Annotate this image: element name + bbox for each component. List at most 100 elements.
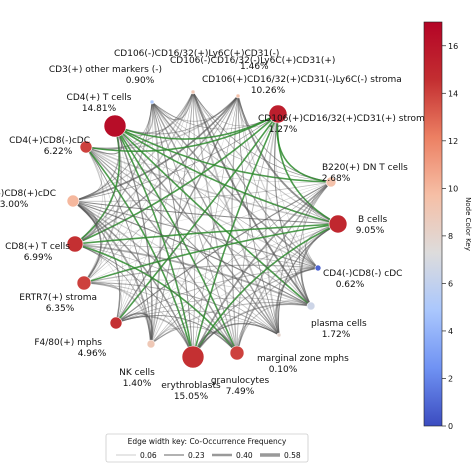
colorbar-tick-label: 0: [448, 422, 453, 431]
edge: [83, 91, 194, 284]
edge: [115, 223, 339, 324]
node-pct-nk: 1.40%: [123, 379, 152, 389]
edge: [151, 101, 312, 307]
edge: [275, 267, 319, 336]
node-cd106stroma[interactable]: [235, 93, 241, 99]
edge: [192, 91, 238, 354]
edge: [150, 301, 312, 345]
node-pct-cd106stroma: 10.26%: [251, 86, 286, 96]
edge: [192, 181, 332, 358]
node-cd3other[interactable]: [149, 99, 155, 105]
node-label-mz: marginal zone mphs: [257, 354, 349, 364]
edge: [72, 200, 121, 324]
node-pct-erythro: 15.05%: [174, 392, 209, 402]
node-pct-ertr7: 6.35%: [46, 304, 75, 314]
node-pct-cd106pos: 1.27%: [269, 125, 298, 135]
edge: [294, 267, 319, 307]
node-cd4cd8cdc[interactable]: [79, 140, 93, 154]
legend-items: 0.06 0.23 0.40 0.58: [116, 451, 301, 460]
node-label-erythro: erythroblasts: [161, 381, 221, 391]
edge: [74, 243, 312, 307]
node-cd106pos[interactable]: [268, 104, 288, 124]
edge: [150, 267, 319, 345]
colorbar: 0 2 4 6 8 10 12 14 16 Node Color Key: [423, 21, 472, 431]
edge: [115, 267, 319, 324]
edge: [114, 125, 238, 354]
node-b220dn[interactable]: [325, 176, 337, 188]
colorbar-ticks: 0 2 4 6 8 10 12 14 16: [442, 42, 458, 431]
node-label-cd3other: CD3(+) other markers (-): [49, 65, 162, 75]
node-cd4cd8neg[interactable]: [314, 264, 322, 272]
node-mz[interactable]: [276, 332, 282, 338]
colorbar-tick-label: 6: [448, 279, 453, 288]
node-cd4negcd8[interactable]: [66, 194, 80, 208]
edge: [83, 223, 339, 284]
edge: [74, 243, 280, 336]
node-pct-cd4cd8cdc: 6.22%: [44, 147, 73, 157]
edge: [72, 200, 280, 336]
node-cd4t[interactable]: [103, 114, 127, 138]
node-pct-f480: 4.96%: [78, 349, 107, 359]
node-cd106neg[interactable]: [190, 89, 196, 95]
edge: [237, 95, 319, 269]
edge: [114, 125, 332, 183]
edge: [236, 223, 339, 354]
edge: [231, 95, 239, 354]
edge: [72, 181, 332, 202]
node-pct-bcells: 9.05%: [356, 226, 385, 236]
node-bcells[interactable]: [328, 214, 348, 234]
colorbar-tick-label: 16: [448, 42, 458, 51]
node-plasma[interactable]: [306, 301, 316, 311]
edge: [115, 297, 312, 324]
edge: [74, 243, 152, 345]
edge: [83, 146, 107, 284]
edge: [83, 181, 332, 284]
node-f480[interactable]: [109, 316, 123, 330]
edge: [85, 91, 194, 149]
edge: [114, 125, 280, 336]
node-pct-mz: 0.10%: [269, 365, 298, 375]
edge: [74, 223, 339, 245]
node-granulo[interactable]: [229, 345, 245, 361]
edge: [274, 299, 312, 336]
edge: [83, 101, 153, 284]
edge: [74, 91, 194, 245]
edge: [74, 243, 319, 269]
edge: [83, 282, 238, 354]
edge: [114, 125, 194, 358]
edge: [85, 113, 279, 153]
edge: [83, 281, 123, 324]
node-pct-cd3other: 0.90%: [126, 76, 155, 86]
edge: [192, 91, 280, 336]
edge: [192, 322, 280, 358]
node-pct-cd16cd31: 1.46%: [240, 62, 269, 72]
edge: [150, 223, 339, 345]
edge: [115, 315, 238, 354]
node-ertr7[interactable]: [76, 275, 92, 291]
edge: [192, 267, 319, 358]
node-label-f480: F4/80(+) mphs: [34, 338, 102, 348]
edge: [72, 200, 238, 354]
edge: [72, 95, 239, 202]
edge: [85, 146, 332, 183]
edge: [150, 95, 239, 345]
node-cd8t[interactable]: [66, 235, 84, 253]
legend-box: [105, 433, 309, 463]
edge: [85, 146, 319, 269]
node-label-cd106neg: CD106(-)CD16/32(+)Ly6C(+)CD31(-): [114, 49, 279, 59]
edge: [72, 91, 194, 202]
node-label-granulo: granulocytes: [211, 376, 270, 386]
node-label-cd4cd8cdc: CD4(+)CD8(-)cDC: [9, 136, 90, 146]
node-label-cd16cd31: CD106(-)CD16/32(-)Ly6C(+)CD31(+): [170, 56, 335, 66]
edge: [114, 125, 339, 225]
colorbar-tick-label: 12: [448, 137, 458, 146]
node-erythro[interactable]: [181, 345, 205, 369]
label-layer: CD106(-)CD16/32(+)Ly6C(+)CD31(-)CD106(-)…: [0, 49, 430, 402]
edge: [115, 181, 332, 324]
node-label-cd4negcd8: CD4(-)CD8(+)cDC: [0, 189, 56, 199]
edge: [72, 200, 98, 245]
node-nk[interactable]: [146, 339, 156, 349]
node-label-cd106pos: CD106(+)CD16/32(+)CD31(+) stroma: [258, 114, 430, 124]
edge: [83, 282, 194, 358]
edge: [192, 91, 312, 307]
